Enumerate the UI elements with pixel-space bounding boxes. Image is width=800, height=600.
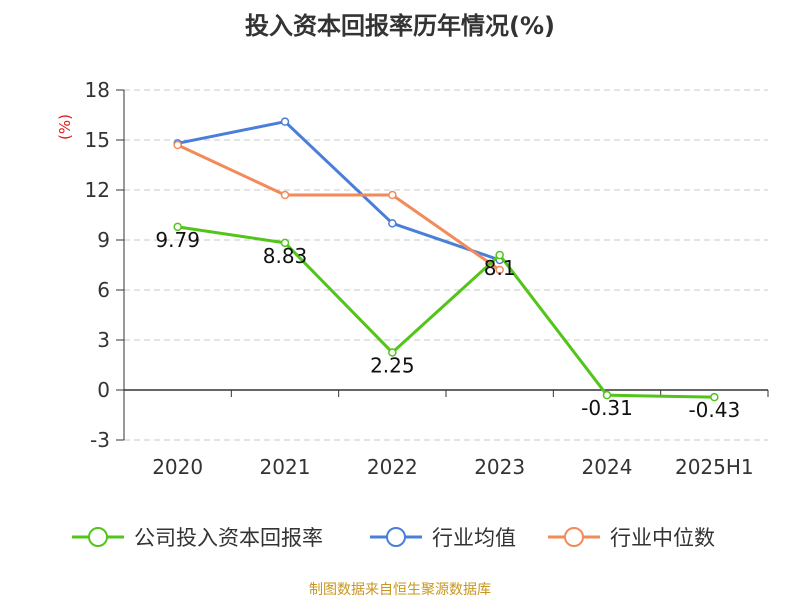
data-point	[280, 117, 290, 126]
x-tick-label: 2021	[260, 455, 311, 479]
series-0	[173, 222, 719, 402]
legend-label: 行业均值	[432, 526, 516, 550]
x-tick-label: 2020	[152, 455, 203, 479]
data-label: 8.1	[484, 256, 516, 280]
data-point	[388, 190, 397, 200]
data-source-note: 制图数据来自恒生聚源数据库	[309, 582, 491, 598]
legend-label: 行业中位数	[610, 526, 715, 550]
legend-swatch-marker	[564, 527, 584, 547]
data-point	[280, 190, 290, 200]
y-tick-label: 3	[97, 328, 110, 352]
data-label: 9.79	[155, 228, 200, 252]
data-point	[173, 222, 182, 232]
legend-item[interactable]: 公司投入资本回报率	[72, 526, 323, 550]
series-lines	[173, 117, 719, 402]
legend-swatch-marker	[88, 527, 108, 547]
x-tick-label: 2025H1	[675, 455, 754, 479]
x-tick-label: 2023	[474, 455, 525, 479]
y-tick-label: 12	[85, 178, 110, 202]
grid-lines	[124, 89, 768, 441]
y-tick-label: -3	[90, 428, 110, 452]
data-label: -0.43	[688, 398, 740, 422]
data-point	[173, 140, 182, 150]
legend[interactable]: 公司投入资本回报率 行业均值 行业中位数	[72, 526, 715, 550]
y-axis-ticks: -3 0 3 6 9 12 15 18	[85, 78, 124, 452]
axes	[123, 90, 769, 440]
chart-title: 投入资本回报率历年情况(%)	[245, 12, 555, 40]
series-line	[177, 120, 501, 262]
data-label: 8.83	[263, 244, 308, 268]
data-point	[602, 390, 612, 400]
y-axis-label: (%)	[56, 114, 74, 140]
data-labels: 9.79 8.83 2.25 8.1 -0.31 -0.43	[155, 228, 740, 422]
data-label: 2.25	[370, 354, 415, 378]
y-tick-label: 6	[97, 278, 110, 302]
data-point	[495, 250, 504, 260]
y-tick-label: 18	[85, 78, 110, 102]
series-line	[177, 143, 501, 272]
legend-label: 公司投入资本回报率	[134, 526, 323, 550]
data-point	[280, 238, 290, 248]
data-point	[710, 392, 719, 402]
x-tick-label: 2022	[367, 455, 418, 479]
data-point	[388, 348, 397, 357]
data-label: -0.31	[581, 396, 633, 420]
x-axis-ticks: 2020 2021 2022 2023 2024 2025H1	[152, 455, 753, 479]
series-line	[177, 225, 715, 399]
legend-item[interactable]: 行业均值	[370, 526, 516, 550]
x-tick-label: 2024	[582, 455, 633, 479]
y-tick-label: 9	[97, 228, 110, 252]
legend-item[interactable]: 行业中位数	[548, 526, 715, 550]
data-point	[388, 219, 397, 228]
data-point	[495, 265, 504, 275]
y-tick-label: 0	[97, 378, 110, 402]
y-tick-label: 15	[85, 128, 110, 152]
series-2	[173, 140, 504, 275]
legend-swatch-marker	[386, 527, 406, 547]
